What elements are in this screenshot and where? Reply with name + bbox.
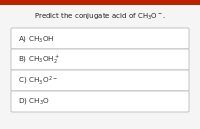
Text: $\mathregular{C)\ CH_3O^{2-}}$: $\mathregular{C)\ CH_3O^{2-}}$ xyxy=(18,74,58,87)
Text: $\mathregular{D)\ CH_3O}$: $\mathregular{D)\ CH_3O}$ xyxy=(18,96,50,107)
Bar xyxy=(0,0,200,5)
FancyBboxPatch shape xyxy=(11,28,189,49)
FancyBboxPatch shape xyxy=(11,70,189,91)
Text: $\mathregular{B)\ CH_3OH_2^+}$: $\mathregular{B)\ CH_3OH_2^+}$ xyxy=(18,53,64,66)
Text: $\mathregular{A)\ CH_3OH}$: $\mathregular{A)\ CH_3OH}$ xyxy=(18,34,55,43)
FancyBboxPatch shape xyxy=(11,49,189,70)
Text: $\mathregular{Predict\ the\ conjugate\ acid\ of\ CH_3O^-.}$: $\mathregular{Predict\ the\ conjugate\ a… xyxy=(34,12,166,22)
FancyBboxPatch shape xyxy=(11,91,189,112)
